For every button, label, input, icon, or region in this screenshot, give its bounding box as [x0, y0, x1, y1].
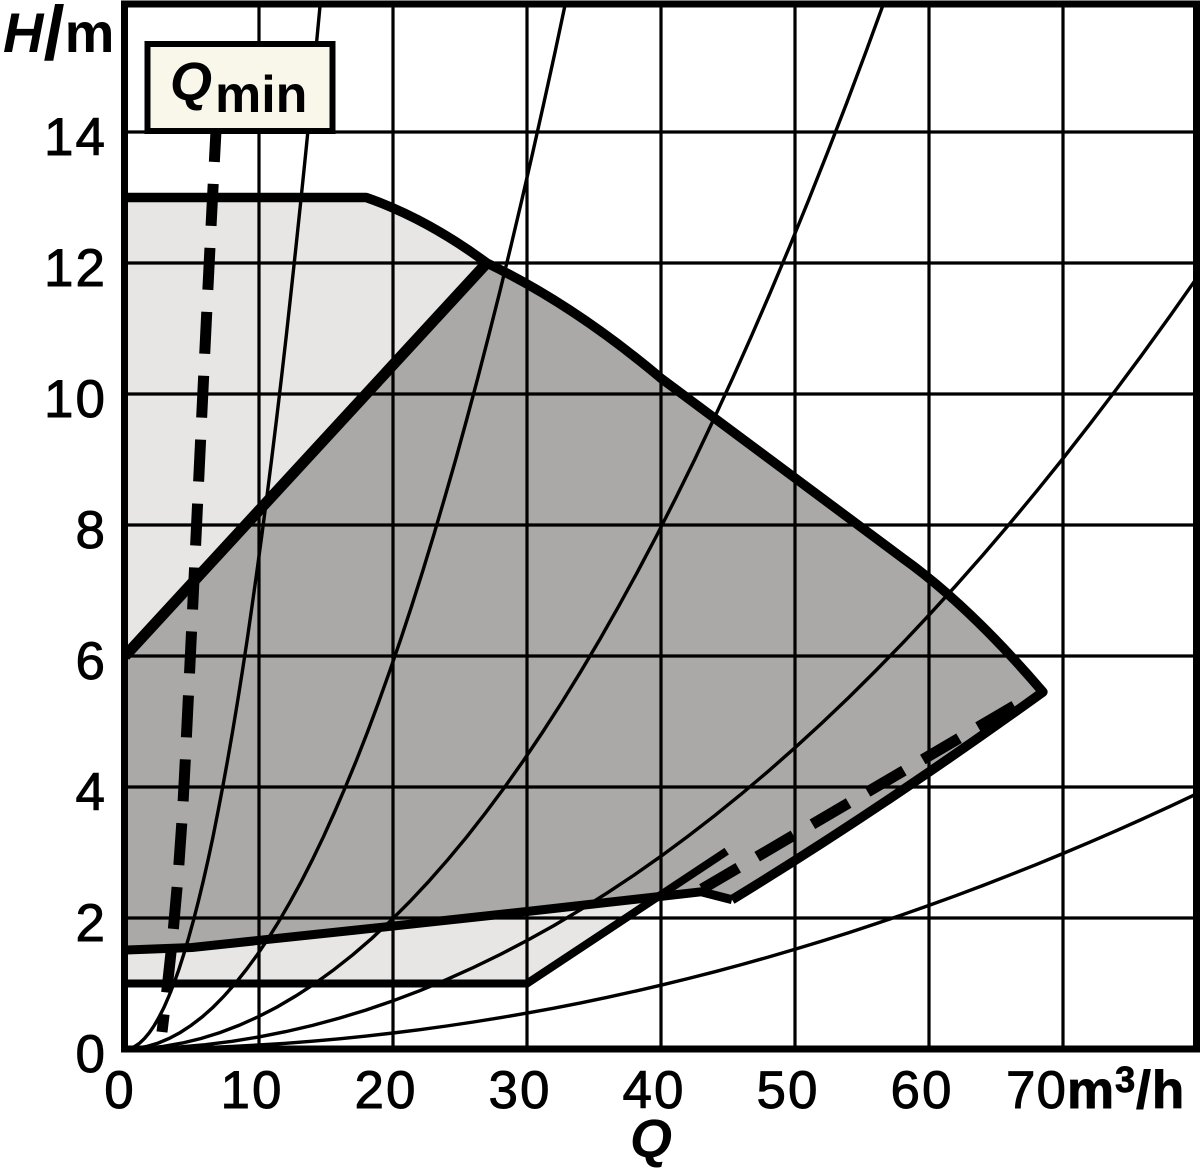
- svg-text:14: 14: [44, 108, 107, 167]
- svg-text:2: 2: [76, 894, 107, 953]
- svg-text:10: 10: [44, 370, 107, 429]
- svg-text:70m3/h: 70m3/h: [1006, 1059, 1185, 1120]
- svg-text:0: 0: [104, 1061, 135, 1120]
- svg-text:20: 20: [355, 1061, 418, 1120]
- svg-text:12: 12: [44, 239, 107, 298]
- svg-text:Q: Q: [170, 52, 212, 112]
- svg-text:H/m: H/m: [3, 0, 114, 76]
- svg-text:6: 6: [76, 632, 107, 691]
- svg-text:50: 50: [757, 1061, 820, 1120]
- svg-text:Q: Q: [630, 1109, 672, 1169]
- svg-text:4: 4: [76, 763, 107, 822]
- svg-text:0: 0: [76, 1025, 107, 1084]
- svg-text:40: 40: [623, 1061, 686, 1120]
- svg-text:8: 8: [76, 501, 107, 560]
- svg-text:30: 30: [489, 1061, 552, 1120]
- svg-text:60: 60: [891, 1061, 954, 1120]
- svg-text:min: min: [215, 66, 307, 124]
- svg-text:10: 10: [221, 1061, 284, 1120]
